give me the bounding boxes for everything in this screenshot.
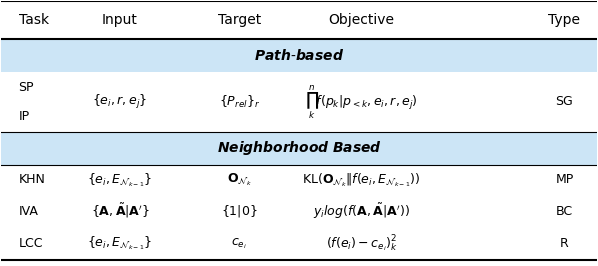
Text: BC: BC: [556, 205, 573, 218]
Bar: [1, 39, 597, 72]
Bar: [1, 72, 597, 132]
Text: $\mathrm{KL}(\mathbf{O}_{\mathcal{N}_k}\|f(e_i, E_{\mathcal{N}_{k-1}}))$: $\mathrm{KL}(\mathbf{O}_{\mathcal{N}_k}\…: [303, 171, 421, 189]
Bar: [1, 1, 597, 39]
Text: Type: Type: [548, 13, 581, 27]
Bar: [1, 165, 597, 195]
Text: IP: IP: [19, 110, 30, 123]
Text: $(f(e_i) - c_{e_i})_k^2$: $(f(e_i) - c_{e_i})_k^2$: [326, 233, 398, 254]
Text: $\{e_i, E_{\mathcal{N}_{k-1}}\}$: $\{e_i, E_{\mathcal{N}_{k-1}}\}$: [87, 171, 152, 189]
Text: $\{P_{rel}\}_r$: $\{P_{rel}\}_r$: [219, 94, 260, 110]
Text: $\bfit{Path\text{-}based}$: $\bfit{Path\text{-}based}$: [254, 48, 344, 63]
Text: $\{1|0\}$: $\{1|0\}$: [221, 203, 258, 219]
Text: $c_{e_i}$: $c_{e_i}$: [231, 236, 248, 251]
Text: Task: Task: [19, 13, 48, 27]
Text: $\mathbf{O}_{\mathcal{N}_k}$: $\mathbf{O}_{\mathcal{N}_k}$: [227, 172, 252, 188]
Text: $\{e_i, E_{\mathcal{N}_{k-1}}\}$: $\{e_i, E_{\mathcal{N}_{k-1}}\}$: [87, 235, 152, 252]
Text: R: R: [560, 237, 569, 250]
Text: $y_i log(f(\mathbf{A}, \tilde{\mathbf{A}}|\mathbf{A}^{\prime}))$: $y_i log(f(\mathbf{A}, \tilde{\mathbf{A}…: [313, 201, 410, 221]
Text: $\{e_i, r, e_j\}$: $\{e_i, r, e_j\}$: [92, 93, 148, 111]
Text: SG: SG: [556, 95, 573, 109]
Text: Target: Target: [218, 13, 261, 27]
Text: MP: MP: [556, 173, 573, 186]
Bar: [1, 195, 597, 227]
Text: KHN: KHN: [19, 173, 45, 186]
Text: $\prod_k^n f(p_k|p_{<k}, e_i, r, e_j)$: $\prod_k^n f(p_k|p_{<k}, e_i, r, e_j)$: [305, 83, 418, 121]
Text: Input: Input: [102, 13, 138, 27]
Text: LCC: LCC: [19, 237, 43, 250]
Bar: [1, 132, 597, 165]
Text: Objective: Objective: [329, 13, 395, 27]
Text: IVA: IVA: [19, 205, 38, 218]
Text: $\{\mathbf{A}, \tilde{\mathbf{A}}|\mathbf{A}^{\prime}\}$: $\{\mathbf{A}, \tilde{\mathbf{A}}|\mathb…: [90, 202, 150, 220]
Text: $\bfit{Neighborhood\ Based}$: $\bfit{Neighborhood\ Based}$: [216, 139, 382, 157]
Text: SP: SP: [19, 81, 34, 94]
Bar: [1, 227, 597, 260]
